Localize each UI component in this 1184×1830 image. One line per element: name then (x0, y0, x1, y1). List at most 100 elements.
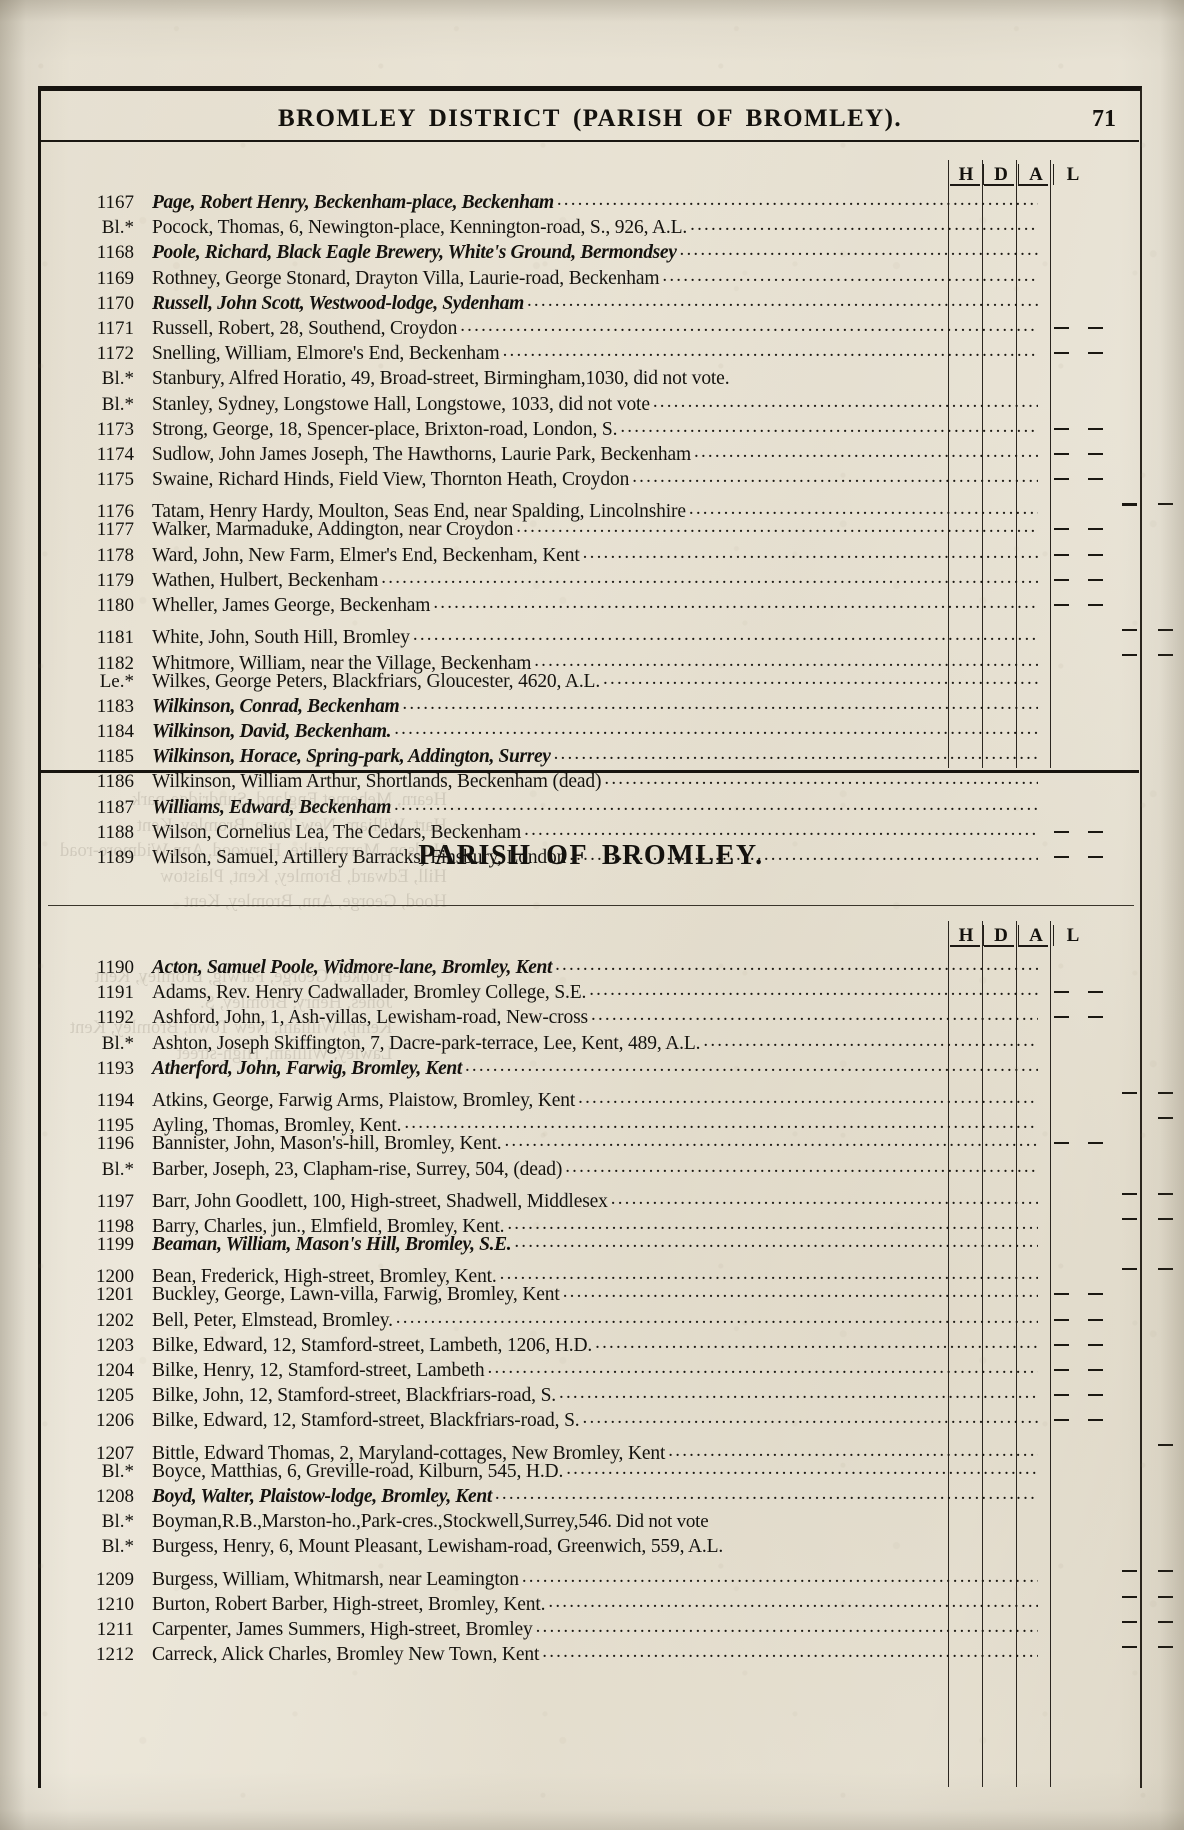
register-entry-row: 1175 Swaine, Richard Hinds, Field View, T… (0, 465, 1184, 492)
register-entry-row: 1189 Wilson, Samuel, Artillery Barracks, … (0, 844, 1184, 870)
tally-cell-d (1078, 1003, 1112, 1028)
tally-cell-a (1112, 641, 1146, 666)
entry-number: 1183 (96, 695, 134, 717)
entry-text: Wilkinson, David, Beckenham. (152, 720, 392, 742)
tally-dash-icon (1087, 427, 1103, 430)
leader-dots: ........................................… (507, 1213, 1038, 1235)
tally-cell-a (1112, 1432, 1146, 1457)
column-divider-left-2 (948, 921, 949, 1787)
tally-marks (1044, 1610, 1184, 1635)
register-entry-row: Bl.* Burgess, Henry, 6, Mount Pleasant, L… (0, 1534, 1184, 1559)
register-entry-row: 1181 White, John, South Hill, Bromley....… (0, 616, 1184, 648)
tally-cell-h (1044, 490, 1078, 515)
entry-text: Page, Robert Henry, Beckenham-place, Bec… (152, 192, 554, 213)
register-entry-row: 1194 Atkins, George, Farwig Arms, Plaisto… (0, 1079, 1184, 1111)
tally-marks (1044, 1358, 1184, 1383)
tally-cell-h (1044, 1432, 1078, 1457)
register-entry-row: 1201 Buckley, George, Lawn-villa, Farwig,… (0, 1280, 1184, 1307)
tally-marks (1044, 1207, 1184, 1232)
tally-cell-h (1044, 1356, 1078, 1381)
column-header-a-2: A (1018, 925, 1053, 946)
entry-number: 1173 (96, 418, 134, 440)
register-entry-row: 1195 Ayling, Thomas, Bromley, Kent.......… (0, 1104, 1184, 1136)
entry-text: Bell, Peter, Elmstead, Bromley. (152, 1309, 393, 1331)
tally-cell-d (1078, 1104, 1112, 1129)
entry-number: 1168 (96, 242, 134, 264)
tally-dash-icon (1121, 1192, 1137, 1195)
entry-number: Bl.* (101, 1536, 134, 1558)
tally-dash-icon (1121, 1268, 1137, 1271)
tally-cell-h (1044, 465, 1078, 490)
entry-text: Bittle, Edward Thomas, 2, Maryland-cotta… (152, 1442, 666, 1464)
leader-dots: ........................................… (412, 624, 1038, 646)
tally-dash-icon (1053, 1016, 1069, 1019)
leader-dots: ........................................… (395, 1306, 1038, 1328)
column-header-l-2: L (1053, 925, 1092, 946)
tally-cell-h (1044, 415, 1078, 440)
register-entry-row: 1205 Bilke, John, 12, Stamford-street, Bl… (0, 1381, 1184, 1408)
register-entry-row: 1209 Burgess, William, Whitmarsh, near Le… (0, 1558, 1184, 1590)
tally-cell-l (1146, 1104, 1184, 1129)
entry-text: Buckley, George, Lawn-villa, Farwig, Bro… (152, 1284, 560, 1306)
column-rule-d (984, 184, 1014, 186)
tally-cell-d (1078, 978, 1112, 1003)
tally-cell-d (1078, 1583, 1112, 1608)
entry-number: 1171 (96, 317, 134, 339)
tally-marks (1044, 1408, 1184, 1433)
leader-dots: ........................................… (703, 1029, 1038, 1051)
leader-dots: ........................................… (582, 541, 1038, 563)
tally-dash-icon (1157, 1620, 1173, 1623)
leader-dots: ........................................… (652, 390, 1038, 412)
tally-cell-h (1044, 1104, 1078, 1129)
entry-text: Ward, John, New Farm, Elmer's End, Becke… (152, 544, 580, 566)
tally-dash-icon (1053, 477, 1069, 480)
entry-text: Boyman,R.B.,Marston-ho.,Park-cres.,Stock… (152, 1511, 612, 1533)
leader-dots: ........................................… (690, 214, 1038, 236)
leader-dots: ........................................… (404, 1112, 1038, 1134)
column-header-h: H (948, 164, 983, 185)
tally-cell-d (1078, 1381, 1112, 1406)
tally-cell-d (1078, 1280, 1112, 1305)
column-header-d: D (983, 164, 1018, 185)
tally-cell-h (1044, 339, 1078, 364)
entry-number: Bl.* (101, 217, 134, 239)
leader-dots: ........................................… (548, 1590, 1038, 1612)
entry-number: 1203 (96, 1334, 134, 1356)
entry-text: Atkins, George, Farwig Arms, Plaistow, B… (152, 1090, 576, 1112)
tally-dash-icon (1087, 578, 1103, 581)
tally-cell-h (1044, 1406, 1078, 1431)
tally-cell-a (1112, 566, 1146, 591)
column-headers-section-one: H D A L (948, 164, 1092, 190)
tally-dash-icon (1157, 1444, 1173, 1447)
entry-number: 1189 (96, 846, 134, 868)
tally-cell-l (1146, 1003, 1184, 1028)
entry-text: Ayling, Thomas, Bromley, Kent. (152, 1115, 402, 1137)
entry-number: 1186 (96, 771, 134, 793)
tally-cell-a (1112, 591, 1146, 616)
tally-dash-icon (1053, 991, 1069, 994)
column-rule-d-2 (984, 945, 1014, 947)
tally-marks (1044, 1333, 1184, 1358)
register-entry-row: 1167 Page, Robert Henry, Beckenham-place,… (0, 189, 1184, 215)
register-entry-row: Bl.* Stanley, Sydney, Longstowe Hall, Lon… (0, 390, 1184, 417)
entry-text: Acton, Samuel Poole, Widmore-lane, Broml… (152, 957, 553, 978)
entry-number: 1196 (96, 1133, 134, 1155)
entry-number: 1190 (96, 957, 134, 978)
entry-text: Burgess, William, Whitmarsh, near Leamin… (152, 1568, 519, 1590)
tally-cell-d (1078, 1180, 1112, 1205)
entry-number: 1198 (96, 1216, 134, 1238)
tally-cell-l (1146, 1280, 1184, 1305)
entry-text: Rothney, George Stonard, Drayton Villa, … (152, 267, 660, 289)
entry-text: Carpenter, James Summers, High-street, B… (152, 1619, 533, 1641)
register-entry-row: 1208 Boyd, Walter, Plaistow-lodge, Bromle… (0, 1483, 1184, 1509)
tally-cell-d (1078, 339, 1112, 364)
tally-marks (1044, 417, 1184, 442)
register-entry-row: 1200 Bean, Frederick, High-street, Bromle… (0, 1257, 1184, 1287)
tally-cell-d (1078, 541, 1112, 566)
tally-cell-d (1078, 1079, 1112, 1104)
tally-cell-l (1146, 1558, 1184, 1583)
tally-cell-a (1112, 465, 1146, 490)
register-entry-row: 1177 Walker, Marmaduke, Addington, near C… (0, 516, 1184, 542)
register-entry-row: 1168 Poole, Richard, Black Eagle Brewery,… (0, 239, 1184, 265)
tally-cell-l (1146, 616, 1184, 641)
